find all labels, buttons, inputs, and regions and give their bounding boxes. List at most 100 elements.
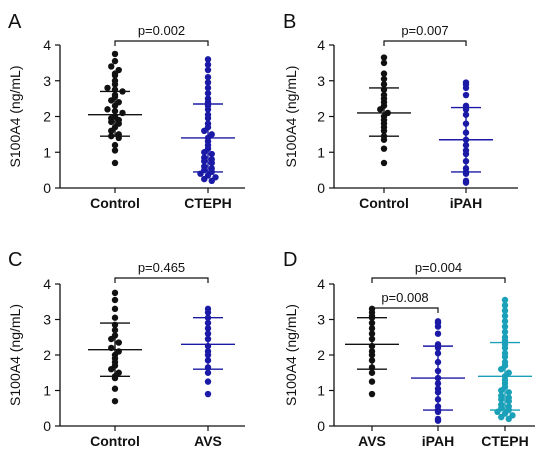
y-axis-title: S100A4 (ng/mL) — [283, 66, 299, 168]
y-tick-label: 1 — [43, 383, 51, 399]
bracket-line — [371, 277, 506, 283]
data-point — [115, 339, 122, 346]
data-point — [501, 312, 509, 320]
data-point — [380, 145, 388, 152]
significance-bracket: p=0.004 — [371, 260, 506, 283]
series-ipah — [411, 318, 465, 424]
data-point — [462, 177, 470, 185]
panel-letter: C — [8, 249, 22, 271]
panel-A: A S100A4 (ng/mL) 0 1 2 3 4 Control CTEPH p=0.002 — [7, 11, 245, 211]
data-point — [212, 174, 219, 181]
bracket-line — [383, 40, 467, 46]
y-tick-label: 1 — [43, 144, 51, 160]
y-tick-label: 3 — [43, 73, 51, 89]
data-point — [434, 330, 442, 337]
x-tick-label: AVS — [358, 433, 386, 449]
y-tick-label: 0 — [43, 180, 51, 196]
y-tick-label: 4 — [317, 276, 325, 292]
data-point — [204, 56, 212, 63]
data-point — [111, 57, 119, 65]
data-point — [204, 95, 212, 102]
series-control — [88, 50, 142, 167]
data-point — [208, 150, 215, 158]
data-point — [462, 79, 470, 86]
x-tick-label: Control — [359, 195, 409, 211]
panel-letter: B — [283, 11, 296, 33]
y-tick-label: 0 — [317, 180, 325, 196]
y-tick-label: 2 — [317, 347, 325, 363]
panel-D: D S100A4 (ng/mL) 0 1 2 3 4 AVS iPAH CTEPH p=0.008 p… — [283, 249, 535, 449]
data-point — [111, 305, 119, 313]
p-value-label: p=0.465 — [138, 260, 185, 275]
data-point — [208, 156, 215, 163]
data-point — [204, 79, 212, 86]
data-point — [115, 369, 122, 376]
data-point — [208, 165, 215, 172]
panel-letter: D — [283, 249, 297, 271]
x-tick-label: AVS — [194, 433, 222, 449]
data-point — [104, 106, 111, 113]
panel-B: B S100A4 (ng/mL) 0 1 2 3 4 Control iPAH p=0.007 — [283, 11, 518, 211]
data-point — [501, 328, 509, 336]
y-tick-label: 1 — [317, 383, 325, 399]
significance-bracket: p=0.007 — [383, 23, 467, 46]
panel-letter: A — [8, 11, 22, 33]
x-tick-label: Control — [90, 195, 140, 211]
data-point — [204, 90, 212, 97]
series-ipah — [439, 79, 493, 186]
data-point — [104, 84, 111, 92]
x-tick-label: Control — [90, 433, 140, 449]
series-avs — [181, 305, 235, 398]
panel-C: C S100A4 (ng/mL) 0 1 2 3 4 Control AVS p=0.465 — [7, 249, 245, 449]
y-tick-label: 4 — [43, 276, 51, 292]
data-point — [380, 59, 388, 67]
series-control — [88, 289, 142, 405]
data-point — [498, 392, 505, 400]
data-point — [204, 73, 212, 81]
p-value-label: p=0.007 — [401, 23, 448, 38]
y-axis-title: S100A4 (ng/mL) — [7, 304, 23, 406]
bracket-line — [114, 40, 209, 46]
data-point — [501, 334, 509, 341]
y-tick-label: 3 — [317, 312, 325, 328]
data-point — [204, 390, 212, 398]
data-point — [108, 63, 115, 70]
data-point — [380, 75, 388, 83]
significance-bracket: p=0.465 — [114, 260, 209, 283]
data-point — [368, 369, 376, 376]
data-point — [115, 66, 122, 74]
data-point — [111, 385, 119, 392]
data-point — [111, 141, 119, 149]
data-point — [368, 390, 376, 398]
data-point — [505, 389, 512, 396]
data-point — [201, 163, 208, 170]
x-tick-label: iPAH — [422, 433, 454, 449]
data-point — [462, 91, 470, 99]
data-point — [111, 77, 119, 84]
data-point — [368, 378, 376, 385]
data-point — [204, 305, 212, 313]
y-tick-label: 2 — [43, 347, 51, 363]
bracket-line — [371, 307, 439, 313]
y-tick-label: 4 — [317, 37, 325, 53]
data-point — [505, 369, 512, 376]
data-point — [501, 307, 509, 314]
data-point — [434, 318, 442, 325]
data-point — [204, 378, 212, 385]
series-control — [357, 54, 411, 167]
data-point — [204, 61, 212, 68]
y-tick-label: 0 — [317, 418, 325, 434]
series-avs — [345, 305, 399, 398]
data-point — [498, 401, 505, 408]
data-point — [501, 323, 509, 330]
significance-bracket: p=0.002 — [114, 23, 209, 46]
significance-bracket: p=0.008 — [371, 290, 439, 313]
data-point — [434, 415, 442, 423]
series-cteph — [181, 56, 235, 185]
data-point — [380, 70, 388, 77]
y-tick-label: 3 — [317, 73, 325, 89]
data-point — [501, 318, 509, 325]
data-point — [501, 302, 509, 309]
y-tick-label: 2 — [43, 109, 51, 125]
